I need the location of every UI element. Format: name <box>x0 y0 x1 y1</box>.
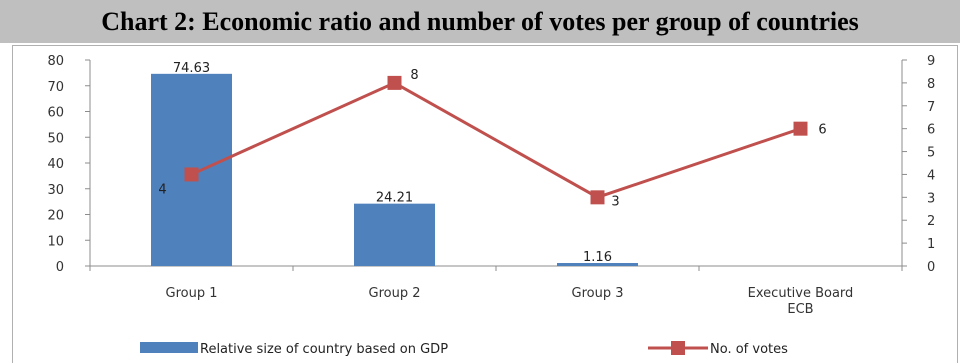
right-tick-label: 3 <box>927 191 935 206</box>
right-tick-label: 8 <box>927 77 935 92</box>
category-label: Group 2 <box>369 286 421 301</box>
votes-line <box>190 81 801 199</box>
chart-title: Chart 2: Economic ratio and number of vo… <box>101 7 859 36</box>
legend-swatch-gdp <box>140 342 198 353</box>
votes-data-label: 6 <box>818 123 826 138</box>
votes-data-label: 8 <box>410 68 418 83</box>
left-tick-label: 0 <box>56 260 64 275</box>
right-tick-label: 4 <box>927 168 935 183</box>
legend-label-votes: No. of votes <box>710 342 788 357</box>
legend-marker-votes <box>671 341 685 355</box>
votes-marker <box>590 190 605 205</box>
left-tick-label: 30 <box>47 183 64 198</box>
category-label: ECB <box>787 302 813 317</box>
legend-label-gdp: Relative size of country based on GDP <box>200 342 448 357</box>
right-tick-label: 6 <box>927 123 935 138</box>
right-tick-label: 5 <box>927 146 935 161</box>
right-tick-label: 2 <box>927 214 935 229</box>
votes-marker <box>793 121 808 136</box>
bar-data-label: 24.21 <box>376 191 413 206</box>
left-tick-label: 20 <box>47 209 64 224</box>
left-tick-label: 10 <box>47 234 64 249</box>
votes-data-label: 3 <box>611 194 619 209</box>
category-label: Group 3 <box>572 286 624 301</box>
category-label: Group 1 <box>166 286 218 301</box>
bar-data-label: 1.16 <box>583 250 612 265</box>
bar <box>354 203 435 266</box>
left-tick-label: 40 <box>47 157 64 172</box>
right-tick-label: 1 <box>927 237 935 252</box>
left-tick-label: 80 <box>47 54 64 69</box>
chart-title-bar: Chart 2: Economic ratio and number of vo… <box>0 0 960 43</box>
category-label: Executive Board <box>748 286 854 301</box>
votes-data-label: 4 <box>158 182 166 197</box>
left-tick-label: 70 <box>47 80 64 95</box>
votes-marker <box>184 167 199 182</box>
bar-data-label: 74.63 <box>173 61 210 76</box>
right-tick-label: 7 <box>927 100 935 115</box>
bar <box>557 263 638 266</box>
chart-frame <box>12 45 958 363</box>
votes-marker <box>387 75 402 90</box>
left-tick-label: 60 <box>47 106 64 121</box>
right-tick-label: 0 <box>927 260 935 275</box>
right-tick-label: 9 <box>927 54 935 69</box>
left-tick-label: 50 <box>47 131 64 146</box>
